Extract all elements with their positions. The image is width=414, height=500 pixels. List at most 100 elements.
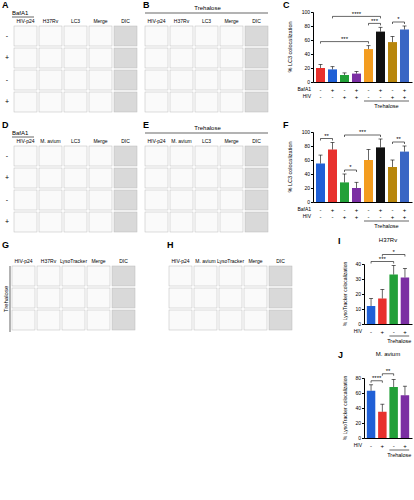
condition-value: + — [403, 329, 407, 335]
panel-letter: C — [283, 0, 290, 10]
treatment-label: Trehalose — [3, 285, 9, 312]
image-cell — [114, 168, 137, 188]
tick-mark — [311, 174, 313, 175]
tick-mark — [362, 423, 364, 424]
bar — [367, 391, 375, 438]
column-header: DIC — [252, 18, 261, 24]
condition-value: - — [368, 214, 370, 220]
image-cell — [14, 26, 37, 46]
row-label: + — [5, 98, 9, 105]
image-cell — [14, 146, 37, 166]
image-cell — [14, 168, 37, 188]
condition-value: - — [370, 443, 372, 449]
condition-value: + — [355, 207, 359, 213]
image-cell — [64, 26, 87, 46]
image-cell — [112, 288, 135, 308]
image-cell — [39, 212, 62, 232]
error-bar — [379, 27, 383, 31]
bar — [389, 387, 397, 438]
tick-mark — [311, 132, 313, 133]
condition-label: HIV — [303, 93, 312, 99]
condition-value: + — [355, 214, 359, 220]
column-header: HIV-p24 — [14, 258, 32, 264]
bar — [367, 306, 375, 324]
image-cell — [62, 310, 85, 330]
bar — [328, 150, 337, 203]
image-panel: ABafA1HIV-p24H37RvLC3MergeDIC-+-+ — [2, 0, 137, 112]
group-line — [364, 221, 409, 222]
condition-value: - — [368, 207, 370, 213]
image-panel: BTrehaloseHIV-p24H37RvLC3MergeDIC — [143, 0, 268, 112]
y-tick: 40 — [355, 261, 364, 267]
column-header: M. avium — [40, 138, 60, 144]
image-cell — [145, 190, 168, 210]
image-cell — [169, 310, 192, 330]
condition-value: - — [320, 214, 322, 220]
group-label: Trehalose — [387, 452, 411, 458]
column-header: DIC — [276, 258, 285, 264]
column-header: DIC — [121, 18, 130, 24]
image-cell — [170, 190, 193, 210]
y-tick: 40 — [304, 51, 313, 57]
image-cell — [39, 26, 62, 46]
column-header: Merge — [248, 258, 262, 264]
image-cell — [89, 146, 112, 166]
condition-value: - — [380, 214, 382, 220]
significance-bracket — [321, 139, 333, 141]
row-label: - — [6, 196, 9, 203]
bar — [340, 75, 349, 82]
bar — [316, 68, 325, 82]
panel-letter: D — [2, 120, 9, 130]
image-cell — [37, 266, 60, 286]
figure: ABafA1HIV-p24H37RvLC3MergeDIC-+-+BTrehal… — [0, 0, 414, 500]
tick-label: 0 — [358, 321, 361, 327]
image-cell — [64, 92, 87, 112]
column-header: H37Rv — [174, 18, 190, 24]
bar — [364, 160, 373, 202]
column-header: HIV-p24 — [16, 18, 34, 24]
bar — [340, 182, 349, 202]
significance-label: *** — [371, 18, 379, 24]
tick-mark — [362, 438, 364, 439]
error-bar — [391, 37, 395, 43]
y-tick: 80 — [355, 375, 364, 381]
condition-value: + — [331, 207, 335, 213]
y-tick: 0 — [307, 79, 313, 85]
image-cell — [12, 310, 35, 330]
condition-value: + — [381, 329, 385, 335]
error-bar — [343, 73, 347, 75]
y-axis: 020406080 — [355, 375, 364, 441]
tick-label: 40 — [304, 171, 310, 177]
y-tick: 80 — [304, 143, 313, 149]
bar — [328, 69, 337, 82]
image-cell — [169, 288, 192, 308]
image-cell — [89, 48, 112, 68]
image-cell — [244, 288, 267, 308]
tick-mark — [311, 188, 313, 189]
error-bar — [379, 139, 383, 147]
y-tick: 60 — [304, 37, 313, 43]
column-header: LC3 — [71, 138, 80, 144]
significance-label: *** — [379, 256, 387, 262]
image-cell — [220, 92, 243, 112]
significance-label: ** — [396, 136, 401, 142]
row-label: + — [5, 54, 9, 61]
image-cell — [114, 70, 137, 90]
condition-value: - — [370, 329, 372, 335]
image-cell — [170, 70, 193, 90]
image-cell — [114, 92, 137, 112]
image-cell — [112, 310, 135, 330]
group-line — [389, 336, 409, 337]
image-cell — [39, 92, 62, 112]
bar — [400, 30, 409, 83]
significance-label: * — [392, 249, 395, 255]
image-cell — [145, 168, 168, 188]
bar-chart: IH37Rv010203040% LysoTracker colocalizat… — [338, 236, 413, 344]
tick-label: 80 — [304, 23, 310, 29]
bar — [378, 299, 386, 325]
column-header: HIV-p24 — [171, 258, 189, 264]
y-tick: 20 — [355, 420, 364, 426]
axis-line — [365, 324, 413, 325]
image-cell — [114, 48, 137, 68]
significance-bracket — [371, 262, 394, 264]
